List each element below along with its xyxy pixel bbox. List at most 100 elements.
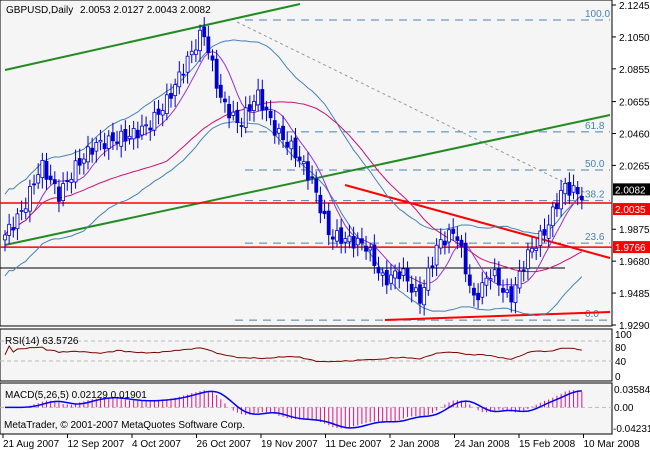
candle-body (355, 237, 360, 246)
resistance-trendline (344, 184, 611, 259)
date-tick-label: 2 Jan 2008 (390, 439, 440, 450)
candle-body (418, 284, 422, 304)
candle-body (364, 245, 368, 252)
macd-panel[interactable] (0, 382, 613, 435)
candle-body (339, 227, 344, 244)
candle-body (496, 268, 501, 286)
candle-body (189, 50, 194, 56)
candle-body (210, 55, 215, 61)
rsi-tick: 0 (615, 372, 621, 383)
candle-body (463, 242, 468, 275)
candle-body (492, 269, 497, 277)
date-tick-label: 12 Sep 2007 (68, 439, 125, 450)
candle-body (164, 94, 169, 114)
candle-body (119, 130, 124, 147)
candle-body (247, 104, 252, 112)
candle-body (563, 182, 568, 195)
candle-body (380, 272, 385, 276)
candle-body (330, 236, 335, 240)
candle-body (430, 265, 435, 268)
candle-body (567, 182, 572, 196)
candle-body (61, 183, 65, 201)
price-tick-label: 1.9680 (619, 257, 650, 268)
candle-body (272, 120, 277, 136)
candle-body (401, 268, 406, 276)
date-tick-label: 11 Dec 2007 (326, 439, 382, 450)
candle-body (546, 224, 551, 239)
candle-body (32, 183, 36, 186)
candle-body (579, 195, 584, 201)
rsi-tick: 80 (615, 343, 627, 354)
candle-body (252, 101, 256, 112)
candle-body (322, 210, 327, 215)
candle-body (115, 141, 119, 144)
candle-body (73, 160, 78, 183)
candle-body (351, 236, 356, 249)
price-panel[interactable] (0, 0, 613, 327)
candle-body (36, 174, 41, 184)
date-tick-label: 15 Feb 2008 (519, 439, 576, 450)
candle-body (264, 106, 269, 111)
candle-body (276, 128, 281, 134)
candle-body (413, 287, 418, 292)
support-trendline (384, 311, 611, 321)
candle-body (310, 176, 315, 179)
candle-body (318, 194, 323, 214)
candle-body (231, 111, 236, 116)
candle-body (140, 125, 144, 136)
candle-body (459, 239, 464, 247)
candle-body (376, 267, 381, 274)
candle-body (455, 236, 460, 241)
candle-body (48, 175, 53, 181)
candle-body (467, 274, 472, 286)
candle-body (123, 129, 128, 142)
candle-body (57, 186, 61, 202)
candle-body (23, 208, 28, 213)
candle-body (214, 58, 219, 89)
candle-body (11, 227, 16, 231)
candle-body (389, 274, 393, 284)
candle-body (397, 271, 402, 280)
candle-body (148, 127, 153, 131)
candle-body (160, 110, 165, 116)
candle-body (393, 270, 398, 279)
date-tick-label: 21 Aug 2007 (3, 439, 60, 450)
macd-label: MACD(5,26,5) 0.02129 0.01901 (5, 390, 147, 401)
fibonacci-label: 100.0 (585, 9, 610, 20)
candle-body (575, 187, 580, 195)
candle-body (530, 247, 534, 253)
bollinger-lower (4, 121, 583, 317)
macd-tick: -0.04231 (613, 424, 650, 435)
candle-body (422, 287, 427, 306)
candle-body (293, 137, 298, 159)
candle-body (152, 111, 157, 131)
candle-body (289, 140, 294, 150)
candle-body (521, 269, 526, 272)
candle-body (94, 142, 99, 152)
candle-body (343, 238, 348, 243)
candle-body (347, 235, 352, 243)
candle-body (434, 244, 439, 266)
candle-body (144, 124, 149, 127)
candle-body (98, 139, 103, 143)
rsi-panel[interactable] (0, 328, 613, 382)
candle-body (538, 230, 543, 247)
fibonacci-label: 50.0 (585, 159, 605, 170)
candle-body (555, 203, 559, 210)
candle-body (185, 55, 190, 73)
fibonacci-label: 23.6 (585, 232, 605, 243)
price-tick-label: 2.0855 (619, 65, 650, 76)
macd-tick: 0.00 (614, 403, 634, 414)
candle-body (181, 73, 186, 76)
candle-body (235, 109, 240, 124)
current-price-label-background (613, 183, 650, 196)
candle-body (306, 161, 310, 181)
candle-body (472, 287, 476, 296)
macd-signal-line (5, 390, 582, 429)
candle-body (206, 36, 211, 54)
rsi-line (4, 345, 582, 363)
candle-body (438, 239, 443, 249)
candle-body (193, 49, 198, 55)
